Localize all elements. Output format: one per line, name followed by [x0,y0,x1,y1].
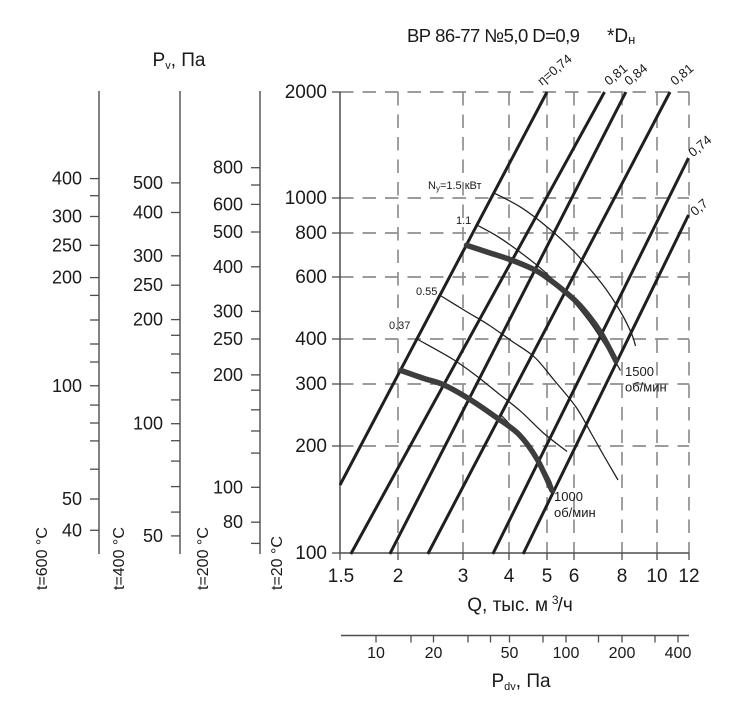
svg-text:100: 100 [295,543,327,564]
svg-text:250: 250 [133,275,163,295]
svg-text:100: 100 [52,376,82,396]
svg-text:500: 500 [213,222,243,242]
svg-text:1000: 1000 [285,188,327,209]
svg-text:20: 20 [425,645,443,662]
svg-text:10: 10 [646,566,667,587]
svg-text:t=200 °C: t=200 °C [195,527,212,590]
svg-text:50: 50 [62,489,82,509]
svg-text:2000: 2000 [285,82,327,103]
svg-text:600: 600 [213,194,243,214]
svg-text:100: 100 [553,645,580,662]
svg-text:100: 100 [213,477,243,497]
svg-text:1500: 1500 [625,364,654,379]
svg-text:600: 600 [295,267,327,288]
svg-text:8: 8 [617,566,628,587]
svg-text:6: 6 [569,566,580,587]
svg-text:Pdv, Па: Pdv, Па [491,671,551,693]
svg-text:10: 10 [367,645,385,662]
svg-text:об/мин: об/мин [554,505,596,520]
svg-text:200: 200 [609,645,636,662]
svg-text:800: 800 [295,223,327,244]
svg-text:400: 400 [133,203,163,223]
svg-text:t=600 °C: t=600 °C [34,527,51,590]
svg-text:об/мин: об/мин [625,380,667,395]
svg-text:1.1: 1.1 [456,215,471,227]
svg-text:100: 100 [133,414,163,434]
svg-text:1000: 1000 [554,489,583,504]
svg-text:200: 200 [52,268,82,288]
svg-text:300: 300 [213,301,243,321]
svg-text:80: 80 [223,512,243,532]
svg-text:300: 300 [133,246,163,266]
svg-text:Q, тыс. м 3/ч: Q, тыс. м 3/ч [467,593,572,616]
svg-text:200: 200 [295,436,327,457]
svg-text:40: 40 [62,520,82,540]
svg-text:3: 3 [458,566,469,587]
svg-text:400: 400 [213,257,243,277]
svg-text:50: 50 [143,526,163,546]
svg-text:800: 800 [213,158,243,178]
svg-text:400: 400 [665,645,692,662]
svg-text:*Dн: *Dн [607,26,635,47]
svg-text:2: 2 [393,566,404,587]
svg-text:1.5: 1.5 [328,566,354,587]
svg-text:Nу=1.5 кВт: Nу=1.5 кВт [428,180,482,193]
svg-text:200: 200 [213,365,243,385]
svg-text:4: 4 [504,566,515,587]
svg-text:400: 400 [52,169,82,189]
svg-text:t=20 °C: t=20 °C [269,536,286,590]
svg-text:300: 300 [52,207,82,227]
svg-text:500: 500 [133,173,163,193]
svg-text:Pv, Па: Pv, Па [153,50,206,72]
svg-text:5: 5 [542,566,553,587]
svg-text:300: 300 [295,374,327,395]
svg-text:0.37: 0.37 [389,320,410,332]
svg-text:400: 400 [295,329,327,350]
svg-text:0.55: 0.55 [416,286,437,298]
svg-text:t=400 °C: t=400 °C [111,527,128,590]
svg-text:12: 12 [678,566,699,587]
svg-text:50: 50 [501,645,519,662]
svg-text:ВР 86-77 №5,0 D=0,9: ВР 86-77 №5,0 D=0,9 [407,25,580,46]
svg-text:200: 200 [133,310,163,330]
svg-text:250: 250 [213,329,243,349]
svg-text:250: 250 [52,235,82,255]
